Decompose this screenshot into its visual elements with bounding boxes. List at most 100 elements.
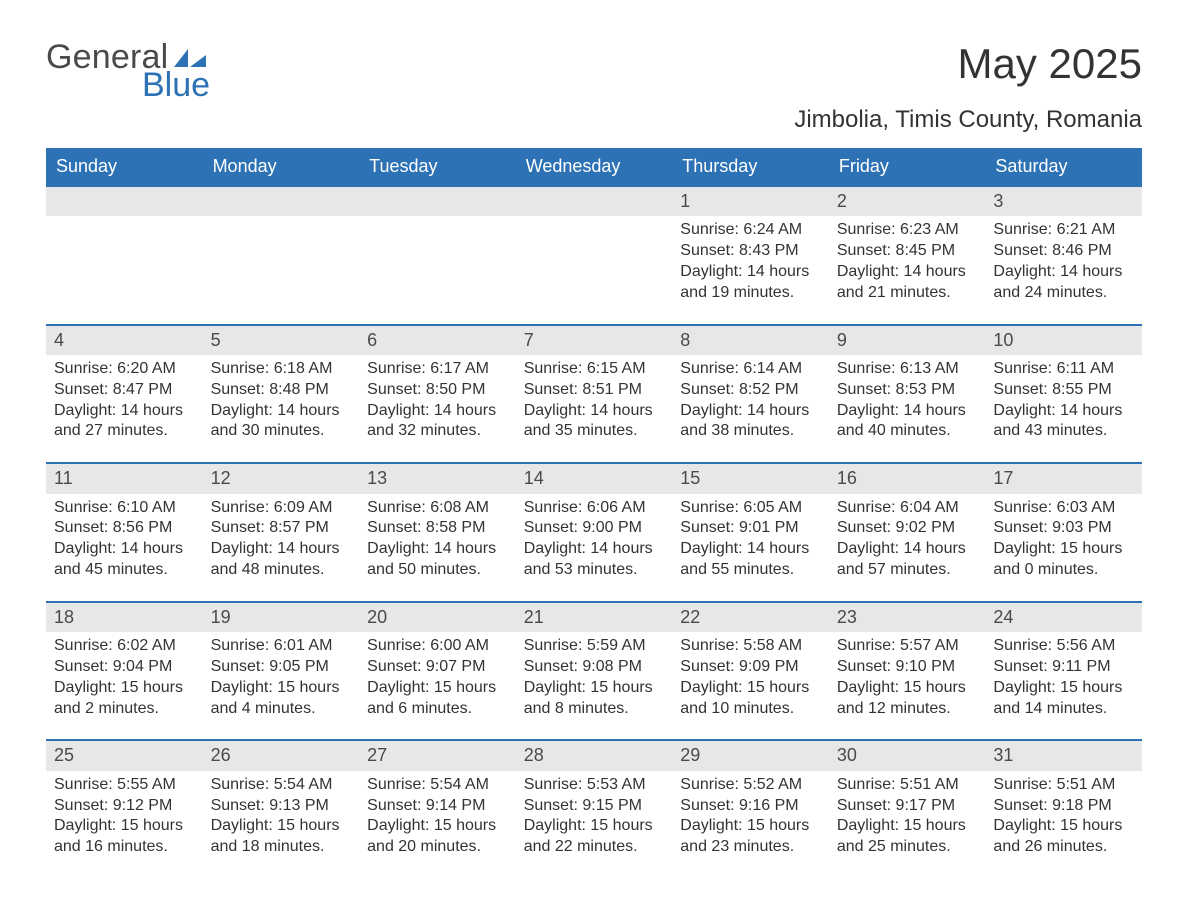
day-cell: 11Sunrise: 6:10 AMSunset: 8:56 PMDayligh… (46, 462, 203, 601)
day-cell: 24Sunrise: 5:56 AMSunset: 9:11 PMDayligh… (985, 601, 1142, 740)
sunrise-line: Sunrise: 6:15 AM (524, 359, 665, 380)
day-cell: 31Sunrise: 5:51 AMSunset: 9:18 PMDayligh… (985, 739, 1142, 878)
sunrise-line: Sunrise: 5:55 AM (54, 775, 195, 796)
daylight-line: Daylight: 14 hours and 45 minutes. (54, 539, 195, 581)
sunset-line: Sunset: 8:51 PM (524, 380, 665, 401)
sunset-line: Sunset: 9:18 PM (993, 796, 1134, 817)
day-cell: 27Sunrise: 5:54 AMSunset: 9:14 PMDayligh… (359, 739, 516, 878)
day-number: 11 (46, 464, 203, 493)
day-cell: 6Sunrise: 6:17 AMSunset: 8:50 PMDaylight… (359, 324, 516, 463)
sunset-line: Sunset: 8:43 PM (680, 241, 821, 262)
sunrise-line: Sunrise: 5:59 AM (524, 636, 665, 657)
sunrise-line: Sunrise: 6:20 AM (54, 359, 195, 380)
daylight-line: Daylight: 14 hours and 27 minutes. (54, 401, 195, 443)
month-title: May 2025 (794, 40, 1142, 88)
empty-day-cell (46, 185, 203, 324)
day-number: 30 (829, 741, 986, 770)
sunset-line: Sunset: 9:14 PM (367, 796, 508, 817)
daylight-line: Daylight: 14 hours and 38 minutes. (680, 401, 821, 443)
sunset-line: Sunset: 9:00 PM (524, 518, 665, 539)
sunrise-line: Sunrise: 6:23 AM (837, 220, 978, 241)
weekday-header: Wednesday (516, 148, 673, 185)
logo-word-blue: Blue (142, 68, 210, 102)
sunset-line: Sunset: 9:08 PM (524, 657, 665, 678)
day-number: 28 (516, 741, 673, 770)
sunrise-line: Sunrise: 6:04 AM (837, 498, 978, 519)
sunset-line: Sunset: 9:17 PM (837, 796, 978, 817)
sunrise-line: Sunrise: 6:14 AM (680, 359, 821, 380)
sunset-line: Sunset: 8:45 PM (837, 241, 978, 262)
day-number: 4 (46, 326, 203, 355)
sunrise-line: Sunrise: 5:58 AM (680, 636, 821, 657)
sunset-line: Sunset: 8:53 PM (837, 380, 978, 401)
day-number: 18 (46, 603, 203, 632)
daylight-line: Daylight: 14 hours and 43 minutes. (993, 401, 1134, 443)
day-cell: 10Sunrise: 6:11 AMSunset: 8:55 PMDayligh… (985, 324, 1142, 463)
sunset-line: Sunset: 9:07 PM (367, 657, 508, 678)
sunrise-line: Sunrise: 6:00 AM (367, 636, 508, 657)
sunset-line: Sunset: 9:13 PM (211, 796, 352, 817)
daylight-line: Daylight: 14 hours and 55 minutes. (680, 539, 821, 581)
location-subtitle: Jimbolia, Timis County, Romania (794, 106, 1142, 134)
daylight-line: Daylight: 15 hours and 14 minutes. (993, 678, 1134, 720)
daylight-line: Daylight: 15 hours and 16 minutes. (54, 816, 195, 858)
sunrise-line: Sunrise: 5:54 AM (367, 775, 508, 796)
day-cell: 30Sunrise: 5:51 AMSunset: 9:17 PMDayligh… (829, 739, 986, 878)
sunrise-line: Sunrise: 5:54 AM (211, 775, 352, 796)
day-cell: 28 Sunrise: 5:53 AMSunset: 9:15 PMDayligh… (516, 739, 673, 878)
day-cell: 23 Sunrise: 5:57 AMSunset: 9:10 PMDayligh… (829, 601, 986, 740)
sunrise-line: Sunrise: 6:13 AM (837, 359, 978, 380)
daylight-line: Daylight: 15 hours and 12 minutes. (837, 678, 978, 720)
sunrise-line: Sunrise: 6:08 AM (367, 498, 508, 519)
sunset-line: Sunset: 9:10 PM (837, 657, 978, 678)
day-number: 24 (985, 603, 1142, 632)
sunset-line: Sunset: 8:52 PM (680, 380, 821, 401)
day-cell: 21Sunrise: 5:59 AMSunset: 9:08 PMDayligh… (516, 601, 673, 740)
weekday-header: Tuesday (359, 148, 516, 185)
day-number: 26 (203, 741, 360, 770)
day-cell: 20Sunrise: 6:00 AMSunset: 9:07 PMDayligh… (359, 601, 516, 740)
sunrise-line: Sunrise: 6:03 AM (993, 498, 1134, 519)
sunrise-line: Sunrise: 6:11 AM (993, 359, 1134, 380)
sunrise-line: Sunrise: 6:01 AM (211, 636, 352, 657)
daylight-line: Daylight: 14 hours and 57 minutes. (837, 539, 978, 581)
day-cell: 7 Sunrise: 6:15 AMSunset: 8:51 PMDaylight… (516, 324, 673, 463)
day-number: 6 (359, 326, 516, 355)
logo: General Blue (46, 40, 210, 102)
day-number: 14 (516, 464, 673, 493)
daylight-line: Daylight: 14 hours and 50 minutes. (367, 539, 508, 581)
day-number: 20 (359, 603, 516, 632)
daylight-line: Daylight: 14 hours and 35 minutes. (524, 401, 665, 443)
sunrise-line: Sunrise: 5:53 AM (524, 775, 665, 796)
sunrise-line: Sunrise: 5:51 AM (837, 775, 978, 796)
daylight-line: Daylight: 14 hours and 30 minutes. (211, 401, 352, 443)
sunset-line: Sunset: 9:15 PM (524, 796, 665, 817)
day-number: 29 (672, 741, 829, 770)
day-number: 21 (516, 603, 673, 632)
sunset-line: Sunset: 8:48 PM (211, 380, 352, 401)
weekday-header: Friday (829, 148, 986, 185)
daylight-line: Daylight: 15 hours and 22 minutes. (524, 816, 665, 858)
day-number: 12 (203, 464, 360, 493)
daylight-line: Daylight: 14 hours and 32 minutes. (367, 401, 508, 443)
sunset-line: Sunset: 8:56 PM (54, 518, 195, 539)
day-cell: 2Sunrise: 6:23 AMSunset: 8:45 PMDaylight… (829, 185, 986, 324)
day-number: 17 (985, 464, 1142, 493)
day-number: 23 (829, 603, 986, 632)
daylight-line: Daylight: 15 hours and 23 minutes. (680, 816, 821, 858)
day-cell: 22Sunrise: 5:58 AMSunset: 9:09 PMDayligh… (672, 601, 829, 740)
sunrise-line: Sunrise: 5:57 AM (837, 636, 978, 657)
day-cell: 29Sunrise: 5:52 AMSunset: 9:16 PMDayligh… (672, 739, 829, 878)
daylight-line: Daylight: 15 hours and 0 minutes. (993, 539, 1134, 581)
day-cell: 3Sunrise: 6:21 AMSunset: 8:46 PMDaylight… (985, 185, 1142, 324)
day-cell: 25Sunrise: 5:55 AMSunset: 9:12 PMDayligh… (46, 739, 203, 878)
day-number: 10 (985, 326, 1142, 355)
sunrise-line: Sunrise: 6:18 AM (211, 359, 352, 380)
day-number: 19 (203, 603, 360, 632)
daylight-line: Daylight: 14 hours and 48 minutes. (211, 539, 352, 581)
sunset-line: Sunset: 9:12 PM (54, 796, 195, 817)
day-cell: 5Sunrise: 6:18 AMSunset: 8:48 PMDaylight… (203, 324, 360, 463)
weekday-header: Saturday (985, 148, 1142, 185)
empty-day-cell (516, 185, 673, 324)
day-number: 7 (516, 326, 673, 355)
